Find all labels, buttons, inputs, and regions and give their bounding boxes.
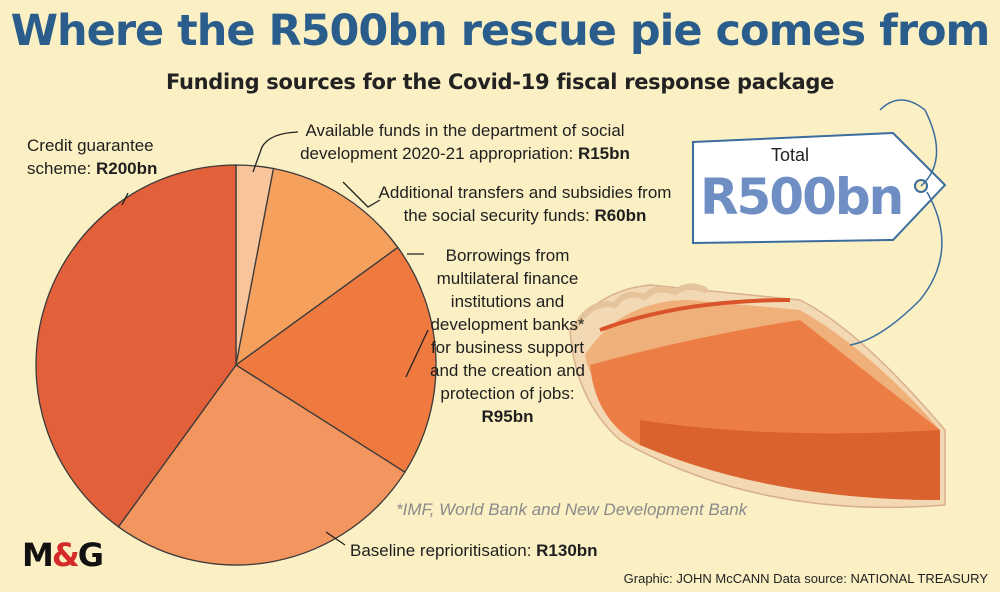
label-baseline-value: R130bn: [536, 541, 598, 560]
mg-logo: M&G: [22, 536, 104, 574]
label-credit-guarantee-value: R200bn: [95, 159, 158, 178]
total-label: Total: [770, 145, 810, 165]
label-borrowings: Borrowings from multilateral finance ins…: [425, 244, 590, 428]
pie-slice-illustration: [569, 283, 946, 509]
label-social-security: Additional transfers and subsidies from …: [375, 181, 675, 227]
pie-slice-4: [117, 364, 406, 566]
footnote: *IMF, World Bank and New Development Ban…: [396, 500, 748, 519]
logo-m: M: [22, 536, 54, 574]
label-social-security-value: R60bn: [594, 206, 647, 225]
label-baseline: Baseline reprioritisation: R130bn: [350, 539, 630, 562]
chart-subtitle: Funding sources for the Covid-19 fiscal …: [165, 70, 835, 94]
label-baseline-text: Baseline reprioritisation:: [350, 541, 537, 560]
label-borrowings-value: R95bn: [481, 407, 534, 426]
credit-line: Graphic: JOHN McCANN Data source: NATION…: [623, 571, 988, 586]
leader-lines: [121, 131, 429, 546]
label-credit-guarantee: Credit guarantee scheme: R200bn: [27, 134, 177, 180]
logo-ampersand: &: [51, 536, 80, 574]
label-credit-guarantee-text: Credit guarantee scheme:: [27, 136, 154, 178]
label-social-development-text: Available funds in the department of soc…: [300, 121, 625, 163]
label-social-development: Available funds in the department of soc…: [300, 119, 630, 165]
total-tag: [692, 99, 947, 346]
label-social-security-text: Additional transfers and subsidies from …: [378, 183, 672, 225]
total-value: R500bn: [700, 168, 904, 226]
pie-slice-5: [35, 164, 237, 528]
chart-title: Where the R500bn rescue pie comes from: [10, 6, 991, 56]
logo-g: G: [77, 536, 104, 574]
pie-slice-3: [234, 246, 437, 474]
label-social-development-value: R15bn: [577, 144, 630, 163]
label-borrowings-text: Borrowings from multilateral finance ins…: [429, 246, 585, 403]
pie-slice-2: [235, 167, 399, 367]
